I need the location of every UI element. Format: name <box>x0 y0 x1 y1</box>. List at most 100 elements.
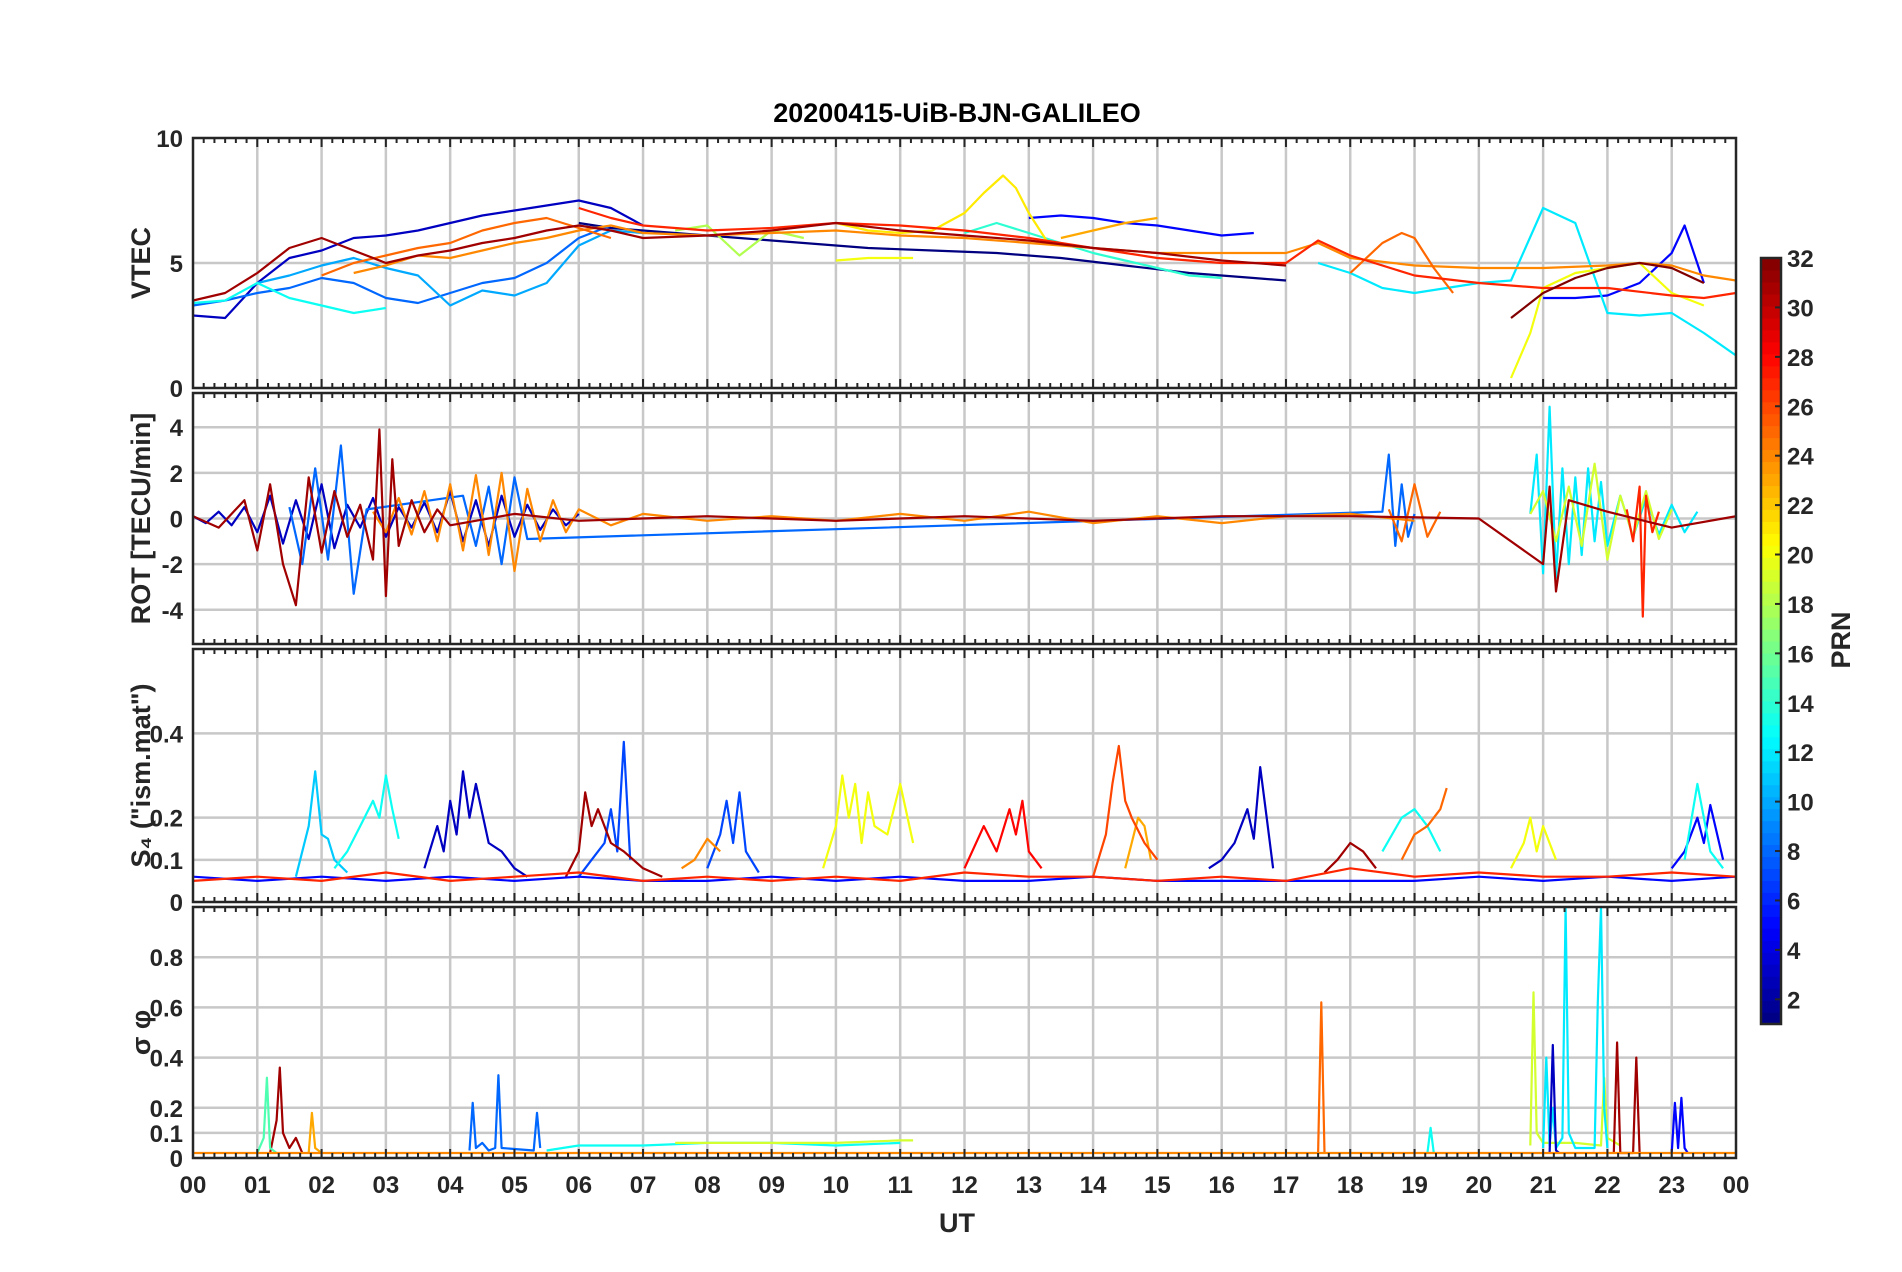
colorbar-segment <box>1761 868 1781 881</box>
x-tick-label: 21 <box>1530 1172 1557 1199</box>
series-line-prn-27 <box>193 867 1736 883</box>
colorbar-segment <box>1761 688 1781 702</box>
y-tick-label: 4 <box>170 415 184 442</box>
panel-3: 0 0.1 0.2 0.4S₄ ("ism.mat") <box>126 647 1738 917</box>
series-line-prn-20 <box>835 256 914 262</box>
series-line-prn-20 <box>822 774 915 869</box>
series-line-prn-13 <box>546 1141 901 1152</box>
colorbar-segment <box>1761 772 1781 786</box>
series-line-prn-25 <box>1387 483 1442 543</box>
colorbar-segment <box>1761 856 1781 870</box>
series-line-prn-23 <box>307 1111 323 1154</box>
series-line-prn-25 <box>1400 787 1448 861</box>
colorbar-segment <box>1761 485 1781 498</box>
series-line-prn-3 <box>423 770 528 878</box>
colorbar-tick-label: 18 <box>1787 592 1814 619</box>
colorbar-segment <box>1761 545 1781 558</box>
series-line-prn-26 <box>1092 744 1159 878</box>
colorbar-segment <box>1761 593 1781 606</box>
x-tick-label: 16 <box>1208 1172 1235 1199</box>
colorbar-segment <box>1761 509 1781 522</box>
series-line-prn-3 <box>1548 1043 1560 1154</box>
y-tick-label: 0.2 <box>150 1096 183 1123</box>
series-line-prn-31 <box>193 428 1736 607</box>
colorbar-segment <box>1761 449 1781 463</box>
colorbar-segment <box>1761 1000 1781 1013</box>
x-tick-label: 07 <box>630 1172 657 1199</box>
colorbar-segment <box>1761 652 1781 666</box>
series-line-prn-11 <box>294 770 349 877</box>
colorbar-tick-label: 30 <box>1787 295 1814 322</box>
colorbar-label: PRN <box>1826 611 1856 668</box>
series-line-prn-8 <box>193 224 612 307</box>
y-tick-label: 5 <box>170 251 183 278</box>
colorbar-segment <box>1761 497 1781 510</box>
series-line-prn-3 <box>1208 765 1275 870</box>
series-line-prn-3 <box>193 199 644 320</box>
series-line-prn-1 <box>578 221 1287 282</box>
colorbar-segment <box>1761 676 1781 690</box>
x-tick-label: 02 <box>308 1172 335 1199</box>
series-line-prn-19 <box>675 1139 914 1145</box>
colorbar-segment <box>1761 353 1781 367</box>
colorbar-segment <box>1761 629 1781 642</box>
x-tick-label: 17 <box>1273 1172 1300 1199</box>
y-tick-label: 0.4 <box>150 1046 184 1073</box>
colorbar-segment <box>1761 796 1781 810</box>
series-line-prn-31 <box>269 1066 304 1154</box>
colorbar-segment <box>1761 557 1781 570</box>
series-group <box>193 405 1736 618</box>
y-tick-label: 0.1 <box>150 848 183 875</box>
x-tick-label: 12 <box>951 1172 978 1199</box>
colorbar-tick-label: 20 <box>1787 543 1814 570</box>
x-tick-label: 08 <box>694 1172 721 1199</box>
colorbar-segment <box>1761 365 1781 379</box>
colorbar-tick-label: 10 <box>1787 790 1814 817</box>
colorbar-segment <box>1761 952 1781 965</box>
series-line-prn-32 <box>1510 261 1705 319</box>
x-tick-label: 14 <box>1080 1172 1107 1199</box>
x-tick-label: 11 <box>888 1172 913 1199</box>
series-line-prn-13 <box>1683 782 1724 869</box>
series-line-prn-8 <box>288 444 1416 595</box>
colorbar-segment <box>1761 784 1781 798</box>
y-tick-label: -4 <box>162 598 184 625</box>
y-tick-label: 0.4 <box>150 721 184 748</box>
series-line-prn-13 <box>193 281 387 315</box>
colorbar-segment <box>1761 281 1781 295</box>
series-line-prn-10 <box>257 229 644 307</box>
series-line-prn-25 <box>321 216 612 277</box>
series-line-prn-15 <box>256 1076 278 1154</box>
series-line-prn-23 <box>1060 216 1158 240</box>
colorbar-tick-label: 4 <box>1787 938 1801 965</box>
colorbar-segment <box>1761 940 1781 953</box>
colorbar-segment <box>1761 724 1781 738</box>
colorbar-segment <box>1761 377 1781 391</box>
colorbar-segment <box>1761 820 1781 834</box>
colorbar-tick-label: 26 <box>1787 394 1814 421</box>
colorbar-segment <box>1761 605 1781 618</box>
series-line-prn-5 <box>1670 803 1725 869</box>
colorbar-segment <box>1761 880 1781 893</box>
colorbar-segment <box>1761 317 1781 331</box>
colorbar-segment <box>1761 928 1781 941</box>
series-line-prn-20 <box>1510 816 1558 869</box>
series-line-prn-13 <box>1426 1126 1435 1154</box>
colorbar-segment <box>1761 808 1781 822</box>
colorbar-segment <box>1761 700 1781 714</box>
colorbar-segment <box>1761 258 1781 271</box>
series-group <box>193 174 1736 379</box>
colorbar-tick-label: 24 <box>1787 444 1814 471</box>
series-line-prn-24 <box>353 224 1736 282</box>
series-line-prn-24 <box>372 471 1415 573</box>
series-line-prn-8 <box>468 1074 542 1152</box>
y-tick-label: 0 <box>170 1146 183 1173</box>
x-tick-label: 00 <box>180 1172 207 1199</box>
series-line-prn-14 <box>964 221 1222 280</box>
x-tick-label: 13 <box>1015 1172 1042 1199</box>
series-line-prn-12 <box>1317 206 1736 357</box>
series-line-prn-20 <box>1509 261 1705 379</box>
x-tick-label: 18 <box>1337 1172 1364 1199</box>
